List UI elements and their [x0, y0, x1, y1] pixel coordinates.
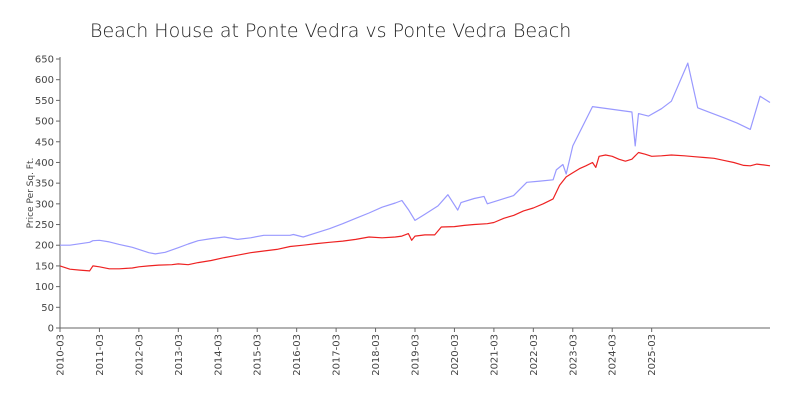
- x-tick-label: 2020-03: [450, 334, 461, 376]
- x-tick-label: 2011-03: [95, 334, 106, 376]
- x-tick-label: 2025-03: [647, 334, 658, 376]
- y-tick-label: 600: [35, 75, 54, 86]
- axes: 0 50 100 150 200 250 300 350 400 450 500 550 600 650 2…: [35, 55, 770, 376]
- x-tick-label: 2023-03: [568, 334, 579, 376]
- y-tick-label: 350: [35, 179, 54, 190]
- y-tick-label: 250: [35, 220, 54, 231]
- series-line-1: [60, 62, 771, 255]
- y-tick-label: 550: [35, 96, 54, 107]
- y-tick-label: 450: [35, 137, 54, 148]
- x-tick-label: 2021-03: [489, 334, 500, 376]
- y-tick-label: 150: [35, 261, 54, 272]
- x-tick-label: 2010-03: [56, 334, 67, 376]
- x-tick-label: 2024-03: [608, 334, 619, 376]
- x-tick-label: 2017-03: [332, 334, 343, 376]
- y-tick-label: 0: [48, 324, 54, 335]
- y-tick-label: 50: [41, 303, 54, 314]
- x-tick-label: 2018-03: [371, 334, 382, 376]
- chart-title: Beach House at Ponte Vedra vs Ponte Vedr…: [90, 20, 572, 42]
- series-line-2: [59, 151, 771, 272]
- x-tick-label: 2016-03: [292, 334, 303, 376]
- x-tick-label: 2019-03: [411, 334, 422, 376]
- y-tick-label: 500: [35, 117, 54, 128]
- x-tick-label: 2022-03: [529, 334, 540, 376]
- y-axis-label: Price Per Sq. Ft.: [26, 158, 36, 229]
- y-tick-label: 100: [35, 282, 54, 293]
- x-tick-label: 2013-03: [174, 334, 185, 376]
- y-tick-label: 400: [35, 158, 54, 169]
- y-tick-label: 300: [35, 199, 54, 210]
- y-tick-label: 650: [35, 55, 54, 66]
- x-tick-label: 2015-03: [253, 334, 264, 376]
- x-tick-label: 2014-03: [213, 334, 224, 376]
- y-tick-label: 200: [35, 241, 54, 252]
- x-tick-label: 2012-03: [134, 334, 145, 376]
- series-group: [59, 62, 771, 272]
